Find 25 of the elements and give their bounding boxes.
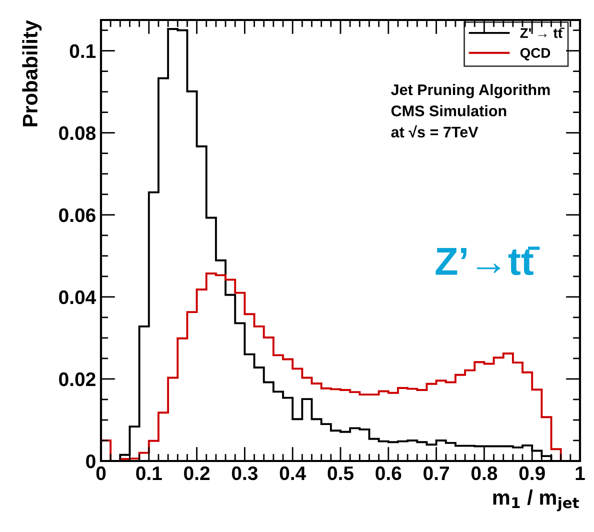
x-tick-label: 0.4 (280, 466, 306, 480)
y-tick-label: 0.04 (59, 290, 96, 304)
x-tick-label: 0.3 (232, 466, 258, 480)
x-tick-label: 0.7 (424, 466, 449, 480)
annotation: Z’→tt̄ (436, 246, 540, 276)
annotation: Jet Pruning Algorithm (391, 84, 550, 98)
legend-label: Z' → tt̄ (520, 28, 565, 38)
x-tick-label: 0 (96, 466, 106, 480)
x-axis-title: m$_{1}$ / m$_{jet}$ (493, 490, 579, 512)
x-tick-label: 0.2 (184, 466, 210, 480)
y-tick-label: 0.1 (70, 44, 96, 58)
y-tick-label: 0 (86, 454, 96, 468)
x-tick-label: 0.8 (471, 466, 498, 480)
annotation: CMS Simulation (391, 105, 506, 116)
x-tick-label: 0.6 (376, 466, 402, 480)
legend-label: QCD (520, 48, 550, 60)
y-axis-title: Probability (22, 20, 42, 126)
y-tick-label: 0.02 (59, 372, 96, 386)
x-tick-label: 0.1 (136, 466, 162, 480)
y-tick-label: 0.08 (59, 126, 96, 140)
x-tick-label: 0.5 (328, 466, 354, 480)
x-tick-label: 0.9 (519, 466, 545, 480)
y-tick-label: 0.06 (59, 208, 96, 222)
x-tick-label: 1 (576, 466, 585, 480)
annotation: at √s = 7TeV (391, 125, 478, 138)
